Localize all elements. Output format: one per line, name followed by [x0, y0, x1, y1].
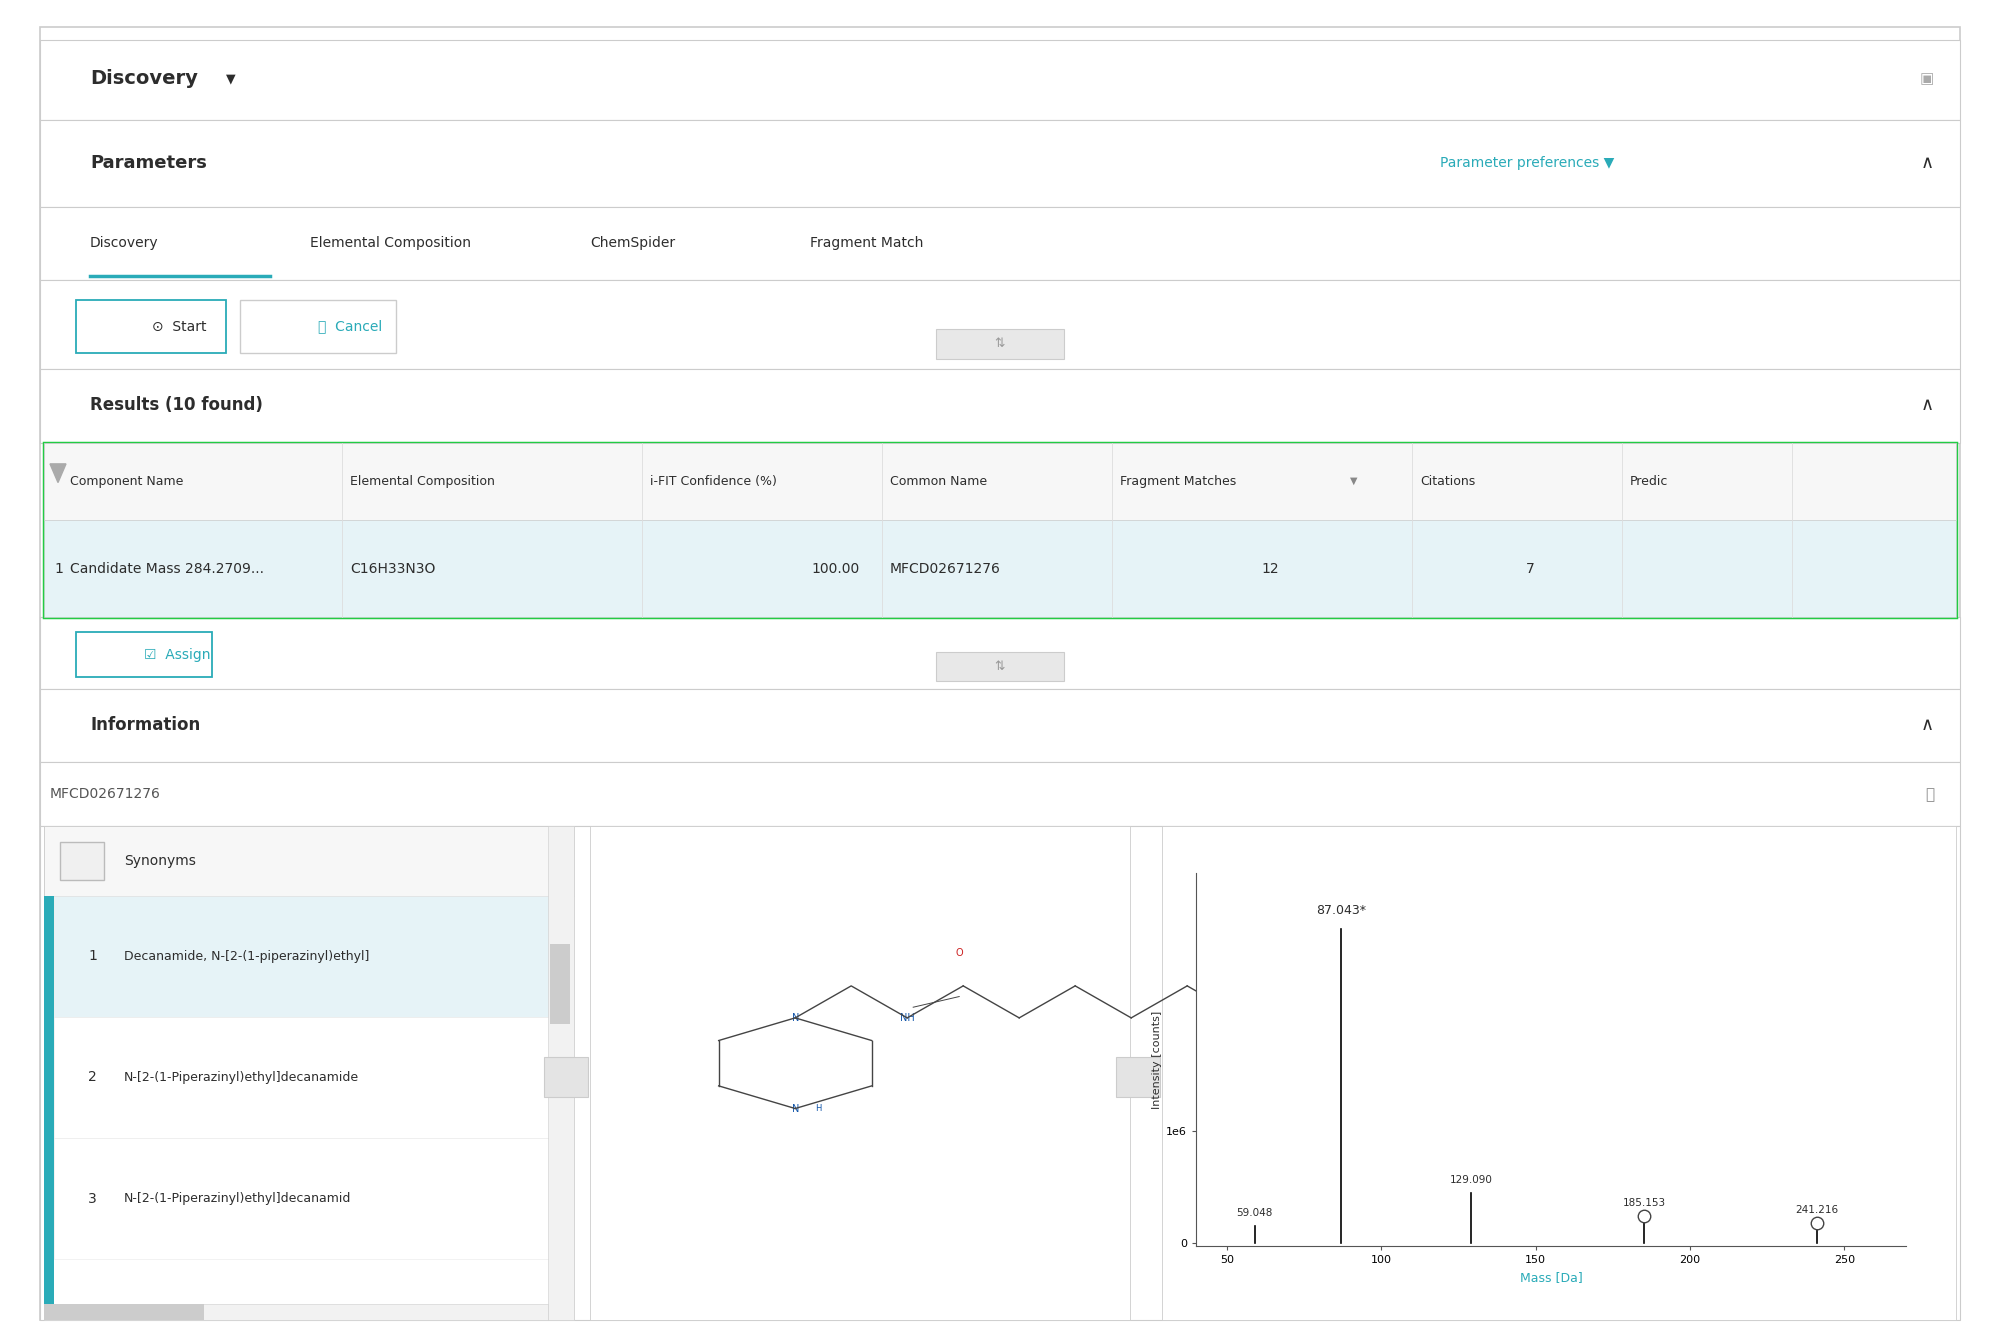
FancyBboxPatch shape: [1116, 1057, 1160, 1097]
Text: 3: 3: [88, 1192, 96, 1205]
FancyBboxPatch shape: [40, 369, 1960, 443]
Text: N-[2-(1-Piperazinyl)ethyl]decanamide: N-[2-(1-Piperazinyl)ethyl]decanamide: [124, 1070, 360, 1084]
FancyBboxPatch shape: [44, 896, 54, 1320]
Text: Component Name: Component Name: [70, 475, 184, 488]
FancyBboxPatch shape: [40, 826, 1960, 1320]
Text: ☑  Assign: ☑ Assign: [144, 648, 210, 661]
Text: Common Name: Common Name: [890, 475, 988, 488]
FancyBboxPatch shape: [54, 1138, 570, 1260]
Text: Elemental Composition: Elemental Composition: [310, 236, 472, 249]
Text: 241.216: 241.216: [1796, 1205, 1838, 1214]
FancyBboxPatch shape: [44, 1304, 548, 1320]
Text: Candidate Mass 284.2709...: Candidate Mass 284.2709...: [70, 561, 264, 576]
FancyBboxPatch shape: [40, 280, 1960, 369]
Text: 🔍: 🔍: [1924, 786, 1934, 802]
FancyBboxPatch shape: [44, 443, 1956, 617]
Text: Fragment Match: Fragment Match: [810, 236, 924, 249]
Text: Parameters: Parameters: [90, 153, 206, 172]
Text: Parameter preferences ▼: Parameter preferences ▼: [1440, 156, 1614, 169]
FancyBboxPatch shape: [54, 1017, 570, 1138]
Text: 87.043*: 87.043*: [1316, 904, 1366, 917]
FancyBboxPatch shape: [548, 826, 574, 1320]
FancyBboxPatch shape: [44, 443, 1956, 520]
FancyBboxPatch shape: [44, 1304, 204, 1320]
Y-axis label: Intensity [counts]: Intensity [counts]: [1152, 1010, 1162, 1109]
Text: Elemental Composition: Elemental Composition: [350, 475, 494, 488]
Text: Results (10 found): Results (10 found): [90, 396, 262, 415]
FancyBboxPatch shape: [40, 40, 1960, 120]
Text: ChemSpider: ChemSpider: [590, 236, 676, 249]
Text: Discovery: Discovery: [90, 236, 158, 249]
FancyBboxPatch shape: [76, 300, 226, 353]
Text: Predic: Predic: [1630, 475, 1668, 488]
Text: 1: 1: [54, 561, 62, 576]
Text: ⇅: ⇅: [994, 660, 1006, 673]
Text: NH: NH: [900, 1013, 914, 1022]
Text: 129.090: 129.090: [1450, 1174, 1492, 1185]
FancyBboxPatch shape: [40, 27, 1960, 1320]
FancyBboxPatch shape: [60, 842, 104, 880]
Text: 100.00: 100.00: [812, 561, 860, 576]
FancyBboxPatch shape: [544, 1057, 588, 1097]
Text: ⇅: ⇅: [994, 337, 1006, 351]
Text: Synonyms: Synonyms: [124, 854, 196, 868]
FancyBboxPatch shape: [1162, 826, 1956, 1320]
Text: 59.048: 59.048: [1236, 1208, 1272, 1218]
FancyBboxPatch shape: [936, 652, 1064, 681]
FancyBboxPatch shape: [240, 300, 396, 353]
FancyBboxPatch shape: [44, 826, 574, 1320]
FancyBboxPatch shape: [40, 689, 1960, 762]
Text: Information: Information: [90, 716, 200, 734]
FancyBboxPatch shape: [40, 120, 1960, 207]
Text: 🗑  Cancel: 🗑 Cancel: [318, 320, 382, 333]
X-axis label: Mass [Da]: Mass [Da]: [1520, 1270, 1582, 1284]
FancyBboxPatch shape: [936, 329, 1064, 359]
Text: 2: 2: [88, 1070, 96, 1085]
Text: 1: 1: [88, 949, 96, 964]
Text: Decanamide, N-[2-(1-piperazinyl)ethyl]: Decanamide, N-[2-(1-piperazinyl)ethyl]: [124, 950, 370, 962]
Text: 7: 7: [1526, 561, 1534, 576]
Text: ∧: ∧: [1920, 716, 1934, 734]
FancyBboxPatch shape: [54, 896, 570, 1017]
FancyBboxPatch shape: [550, 944, 570, 1024]
Text: Citations: Citations: [1420, 475, 1476, 488]
Text: N: N: [792, 1104, 798, 1113]
FancyBboxPatch shape: [44, 826, 574, 896]
Text: MFCD02671276: MFCD02671276: [50, 788, 160, 801]
Text: ↔: ↔: [560, 1070, 572, 1084]
Text: ▼: ▼: [1350, 476, 1358, 487]
Text: 185.153: 185.153: [1622, 1198, 1666, 1209]
FancyBboxPatch shape: [44, 520, 1956, 617]
Text: N-[2-(1-Piperazinyl)ethyl]decanamid: N-[2-(1-Piperazinyl)ethyl]decanamid: [124, 1192, 352, 1205]
Text: N: N: [792, 1013, 798, 1022]
Text: ▼: ▼: [226, 72, 236, 85]
Text: H: H: [816, 1104, 822, 1113]
Polygon shape: [50, 464, 66, 483]
Text: 12: 12: [1262, 561, 1278, 576]
Text: MFCD02671276: MFCD02671276: [890, 561, 1000, 576]
FancyBboxPatch shape: [76, 632, 212, 677]
Text: ∧: ∧: [1920, 153, 1934, 172]
Text: C16H33N3O: C16H33N3O: [350, 561, 436, 576]
Text: ∧: ∧: [1920, 396, 1934, 415]
FancyBboxPatch shape: [40, 207, 1960, 280]
Text: ▣: ▣: [1920, 71, 1934, 87]
Text: Fragment Matches: Fragment Matches: [1120, 475, 1236, 488]
Text: Discovery: Discovery: [90, 69, 198, 88]
Text: O: O: [956, 948, 964, 957]
FancyBboxPatch shape: [40, 762, 1960, 826]
Text: ↔: ↔: [1132, 1070, 1144, 1084]
Text: ⊙  Start: ⊙ Start: [152, 320, 206, 333]
Text: i-FIT Confidence (%): i-FIT Confidence (%): [650, 475, 776, 488]
FancyBboxPatch shape: [40, 617, 1960, 689]
FancyBboxPatch shape: [590, 826, 1130, 1320]
